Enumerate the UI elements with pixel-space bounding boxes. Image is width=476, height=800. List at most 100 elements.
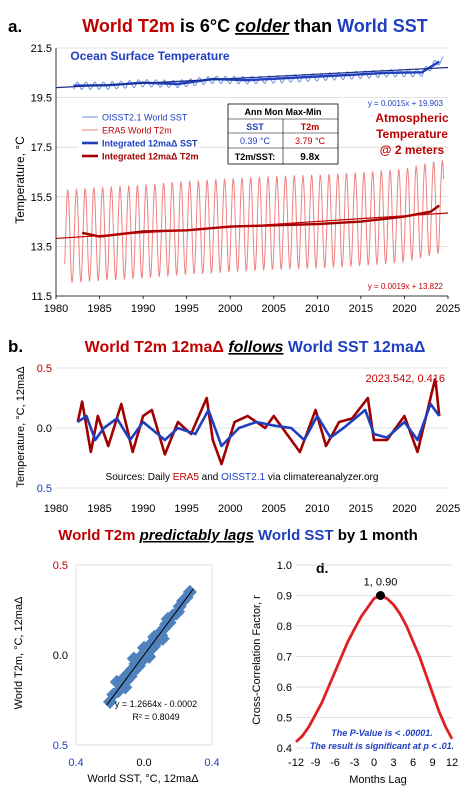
panel-b-letter: b. bbox=[8, 337, 23, 356]
x-tick-label: -6 bbox=[330, 757, 340, 769]
panel-a-title: World T2m is 6°C colder than World SST bbox=[82, 16, 428, 36]
table-ratio-value: 9.8x bbox=[300, 152, 320, 163]
scatter-point bbox=[170, 604, 186, 619]
y-tick-label: 0.5 bbox=[37, 363, 52, 375]
cross-correlation-line bbox=[295, 594, 454, 743]
y-tick-label: 0.5 bbox=[53, 560, 68, 572]
title-part: World T2m bbox=[58, 527, 139, 544]
x-tick-label: 0.4 bbox=[204, 757, 219, 769]
x-tick-label: -3 bbox=[350, 757, 360, 769]
title-part: World T2m 12maΔ bbox=[85, 339, 229, 356]
ocean-surface-label: Ocean Surface Temperature bbox=[70, 49, 230, 63]
x-tick-label: 2010 bbox=[305, 303, 329, 315]
scatter-point bbox=[131, 658, 146, 673]
x-tick-label: 6 bbox=[410, 757, 416, 769]
title-part: than bbox=[289, 16, 337, 36]
x-tick-label: 12 bbox=[446, 757, 458, 769]
x-tick-label: -12 bbox=[288, 757, 304, 769]
y-tick-label: 0.5 bbox=[53, 740, 68, 752]
x-tick-label: 1995 bbox=[174, 503, 198, 515]
scatter-point bbox=[109, 674, 124, 690]
y-tick-label: 0.0 bbox=[53, 650, 68, 662]
table-ratio-label: T2m/SST: bbox=[235, 152, 276, 162]
t2m-trend-equation: y = 0.0019x + 13.822 bbox=[368, 282, 444, 291]
panel-d-x-axis-label: Months Lag bbox=[349, 774, 406, 786]
x-tick-label: 9 bbox=[429, 757, 435, 769]
sources-part: Sources: Daily bbox=[106, 472, 173, 483]
y-tick-label: 13.5 bbox=[31, 241, 52, 253]
x-tick-label: 1995 bbox=[174, 303, 198, 315]
x-tick-label: 2025 bbox=[436, 503, 460, 515]
table-header: Ann Mon Max-Min bbox=[245, 107, 322, 117]
panels-c-d: World T2m predictably lags World SST by … bbox=[13, 527, 458, 786]
atmospheric-label-1: Atmospheric bbox=[375, 111, 449, 125]
x-tick-label: 2005 bbox=[262, 503, 286, 515]
panel-a-legend: OISST2.1 World SST ERA5 World T2m Integrat… bbox=[78, 108, 199, 164]
x-tick-label: 0.4 bbox=[68, 757, 83, 769]
title-part: World T2m bbox=[82, 16, 175, 36]
x-tick-label: 1990 bbox=[131, 503, 155, 515]
table-col-sst: SST bbox=[246, 122, 264, 132]
title-part: World SST 12maΔ bbox=[283, 339, 425, 356]
peak-label: 1, 0.90 bbox=[364, 577, 398, 589]
sources-part: ERA5 bbox=[173, 472, 200, 483]
sources-note: Sources: Daily ERA5 and OISST2.1 via cli… bbox=[106, 472, 379, 483]
regression-equation: y = 1.2664x - 0.0002 bbox=[115, 699, 197, 709]
y-tick-label: 0.5 bbox=[37, 483, 52, 495]
x-tick-label: 2015 bbox=[349, 503, 373, 515]
t2m-trend-line bbox=[55, 212, 449, 240]
panel-b-plot: 0.5 0.0 0.5 1980 1985 1990 1995 2000 2005 2010 201… bbox=[37, 363, 461, 515]
panel-a-plot: 11.5 13.5 15.5 17.5 19.5 21.5 1980 1985 1990 1995… bbox=[31, 43, 461, 315]
significance-note: The result is significant at p < .01. bbox=[310, 741, 454, 751]
x-tick-label: 2000 bbox=[218, 503, 242, 515]
panel-b: b. World T2m 12maΔ follows World SST 12m… bbox=[8, 337, 460, 515]
x-tick-label: 2005 bbox=[262, 303, 286, 315]
panel-c-plot: 0.50.00.50.4 0.0 0.4 bbox=[53, 560, 220, 769]
y-tick-label: 17.5 bbox=[31, 142, 52, 154]
atmospheric-label-3: @ 2 meters bbox=[380, 143, 445, 157]
sources-part: via climatereanalyzer.org bbox=[265, 472, 378, 483]
x-tick-label: 2020 bbox=[392, 303, 416, 315]
title-part: colder bbox=[235, 16, 290, 36]
panel-b-peak-label: 2023.542, 0.416 bbox=[365, 373, 445, 385]
p-value-note: The P-Value is < .00001. bbox=[331, 728, 432, 738]
panel-a-letter: a. bbox=[8, 17, 22, 36]
legend-label: OISST2.1 World SST bbox=[102, 113, 188, 123]
y-tick-label: 0.8 bbox=[277, 621, 292, 633]
panel-d-letter: d. bbox=[316, 560, 328, 576]
legend-label: Integrated 12maΔ SST bbox=[102, 139, 198, 149]
title-part: World SST bbox=[337, 16, 428, 36]
series-line-sst-12ma bbox=[77, 402, 441, 448]
panel-c-x-axis-label: World SST, °C, 12maΔ bbox=[87, 773, 199, 785]
table-val-t2m: 3.79 °C bbox=[295, 136, 326, 146]
y-tick-label: 0.6 bbox=[277, 682, 292, 694]
x-tick-label: 2015 bbox=[349, 303, 373, 315]
regression-r2: R² = 0.8049 bbox=[132, 712, 179, 722]
legend-label: Integrated 12maΔ T2m bbox=[102, 152, 199, 162]
panel-d-plot: 0.4 0.5 0.6 0.7 0.8 0.9 1.0 -12 -9 -6 -3 0 3 6 9 12 1, 0… bbox=[277, 560, 458, 769]
x-tick-label: 1980 bbox=[44, 503, 68, 515]
title-part: follows bbox=[228, 339, 283, 356]
title-part: is 6°C bbox=[175, 16, 235, 36]
panel-a: a. World T2m is 6°C colder than World SS… bbox=[8, 16, 460, 315]
x-tick-label: 2000 bbox=[218, 303, 242, 315]
panel-b-y-axis-label: Temperature, °C, 12maΔ bbox=[15, 366, 27, 488]
sources-part: and bbox=[199, 472, 221, 483]
table-col-t2m: T2m bbox=[301, 122, 320, 132]
panel-b-title: World T2m 12maΔ follows World SST 12maΔ bbox=[85, 339, 426, 356]
panels-c-d-title: World T2m predictably lags World SST by … bbox=[58, 527, 418, 544]
scatter-point bbox=[160, 611, 175, 627]
y-tick-label: 0.9 bbox=[277, 591, 292, 603]
amplitude-table: Ann Mon Max-Min SST T2m 0.39 °C 3.79 °C … bbox=[227, 103, 339, 165]
legend-label: ERA5 World T2m bbox=[102, 126, 172, 136]
x-tick-label: 1990 bbox=[131, 303, 155, 315]
x-tick-label: 1985 bbox=[87, 303, 111, 315]
table-val-sst: 0.39 °C bbox=[240, 136, 271, 146]
x-tick-label: 1985 bbox=[87, 503, 111, 515]
y-tick-label: 21.5 bbox=[31, 43, 52, 55]
y-tick-label: 0.0 bbox=[37, 423, 52, 435]
title-part: by 1 month bbox=[334, 527, 418, 544]
title-part: predictably lags bbox=[139, 527, 254, 544]
